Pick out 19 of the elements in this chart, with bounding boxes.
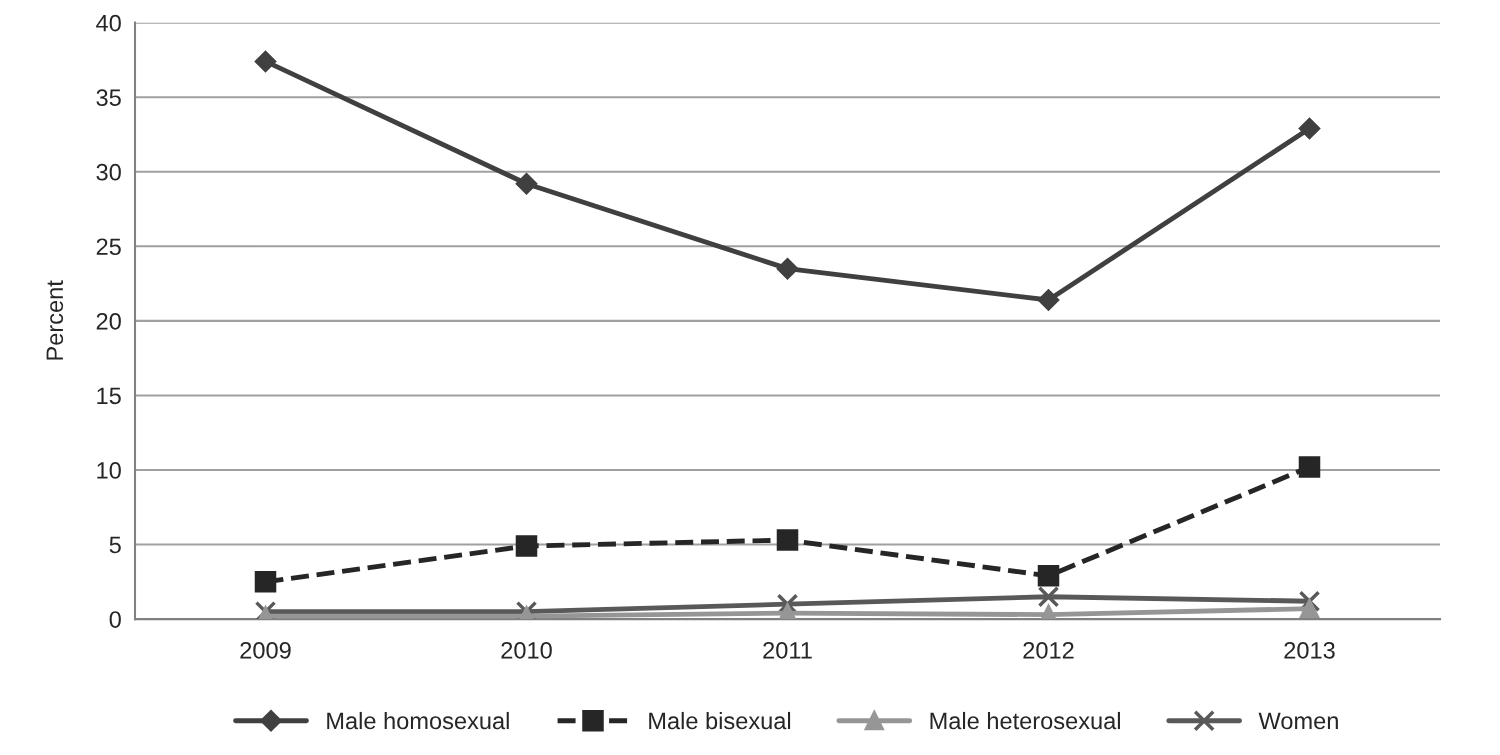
legend-label: Male heterosexual — [930, 711, 1120, 730]
x-tick-label: 2010 — [501, 641, 552, 659]
x-tick-label: 2009 — [240, 641, 291, 659]
legend-label: Women — [1258, 712, 1338, 730]
legend-label: Male homosexual — [327, 711, 509, 730]
x-tick-label: 2012 — [1023, 641, 1074, 659]
y-tick-label: 40 — [96, 14, 121, 32]
y-tick-label: 10 — [97, 462, 121, 479]
y-tick-label: 20 — [96, 312, 121, 330]
y-tick-label: 15 — [97, 387, 121, 405]
x-tick-label: 2013 — [1284, 641, 1335, 659]
y-tick-label: 0 — [109, 611, 121, 628]
y-tick-label: 25 — [96, 238, 121, 256]
y-tick-label: 35 — [96, 89, 121, 106]
y-tick-label: 30 — [96, 163, 121, 181]
y-axis-title: Percent — [46, 280, 64, 360]
y-tick-label: 5 — [109, 536, 121, 554]
legend-label: Male bisexual — [649, 711, 791, 730]
x-tick-label: 2011 — [763, 641, 812, 659]
